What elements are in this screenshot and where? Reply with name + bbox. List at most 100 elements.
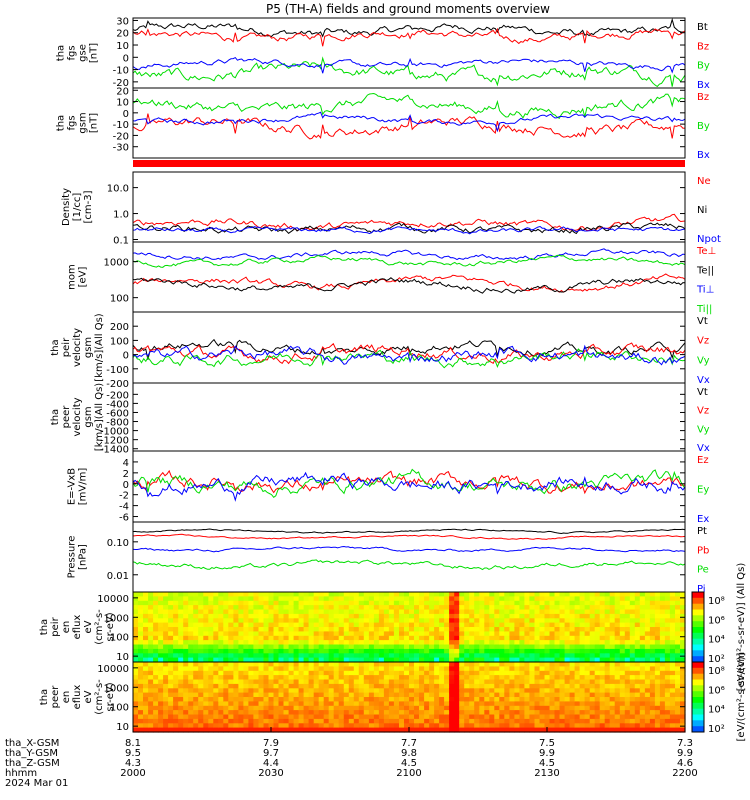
y-axis-label: gsm	[78, 112, 89, 133]
heatmap-cell	[133, 644, 139, 650]
heatmap-cell	[494, 670, 500, 676]
heatmap-cell	[429, 662, 435, 667]
heatmap-cell	[439, 635, 445, 641]
heatmap-cell	[368, 618, 375, 624]
heatmap-cell	[619, 618, 626, 624]
heatmap-cell	[378, 648, 385, 654]
heatmap-cell	[404, 688, 410, 694]
heatmap-cell	[464, 631, 470, 637]
series-Vz	[132, 342, 686, 365]
heatmap-cell	[514, 727, 520, 733]
heatmap-cell	[333, 727, 340, 733]
heatmap-cell	[333, 688, 340, 694]
heatmap-cell	[499, 592, 505, 597]
heatmap-cell	[574, 592, 581, 597]
heatmap-cell	[348, 692, 355, 698]
heatmap-cell	[544, 697, 551, 702]
heatmap-cell	[589, 592, 596, 597]
heatmap-cell	[589, 605, 596, 611]
heatmap-cell	[509, 627, 515, 632]
heatmap-cell	[153, 618, 159, 624]
heatmap-cell	[318, 657, 325, 663]
heatmap-cell	[328, 635, 335, 641]
heatmap-cell	[524, 613, 530, 619]
heatmap-cell	[163, 727, 169, 733]
heatmap-cell	[373, 692, 380, 698]
heatmap-cell	[133, 631, 139, 637]
heatmap-cell	[634, 653, 641, 659]
heatmap-cell	[589, 679, 596, 685]
heatmap-cell	[253, 718, 259, 724]
heatmap-cell	[474, 592, 480, 597]
heatmap-cell	[659, 675, 666, 681]
heatmap-cell	[148, 644, 154, 650]
heatmap-cell	[459, 613, 465, 619]
series-Te⊥	[132, 273, 686, 293]
heatmap-cell	[514, 622, 520, 628]
heatmap-cell	[614, 670, 621, 676]
heatmap-cell	[143, 635, 149, 641]
heatmap-cell	[133, 657, 139, 663]
heatmap-cell	[168, 609, 174, 615]
y-tick-label: 0	[123, 53, 129, 64]
heatmap-cell	[323, 653, 330, 659]
heatmap-cell	[333, 631, 340, 637]
heatmap-cell	[388, 727, 395, 733]
heatmap-cell	[539, 714, 546, 720]
heatmap-cell	[564, 705, 571, 711]
heatmap-cell	[559, 635, 566, 641]
heatmap-cell	[343, 622, 350, 628]
heatmap-cell	[424, 627, 430, 632]
heatmap-cell	[474, 705, 480, 711]
heatmap-cell	[148, 622, 154, 628]
heatmap-cell	[208, 622, 214, 628]
heatmap-cell	[133, 710, 139, 716]
heatmap-cell	[178, 644, 184, 650]
y-axis-label: en	[61, 621, 72, 634]
heatmap-cell	[338, 640, 345, 646]
heatmap-cell	[624, 635, 631, 641]
heatmap-cell	[614, 653, 621, 659]
heatmap-cell	[278, 622, 285, 628]
heatmap-cell	[629, 653, 636, 659]
heatmap-cell	[168, 613, 174, 619]
heatmap-cell	[519, 727, 525, 733]
heatmap-cell	[348, 618, 355, 624]
x-row-value: 4.4	[263, 758, 279, 769]
heatmap-cell	[414, 666, 420, 672]
heatmap-cell	[624, 622, 631, 628]
heatmap-cell	[574, 662, 581, 667]
heatmap-cell	[675, 662, 681, 667]
heatmap-cell	[449, 670, 455, 676]
heatmap-cell	[228, 688, 234, 694]
heatmap-cell	[373, 710, 380, 716]
heatmap-cell	[564, 627, 571, 632]
heatmap-cell	[519, 640, 525, 646]
heatmap-cell	[288, 670, 295, 676]
heatmap-cell	[559, 701, 566, 707]
heatmap-cell	[680, 631, 686, 637]
heatmap-cell	[499, 679, 505, 685]
heatmap-cell	[293, 723, 300, 729]
heatmap-cell	[273, 675, 280, 681]
heatmap-cell	[609, 710, 616, 716]
heatmap-cell	[353, 635, 360, 641]
y-axis-label: peer	[61, 405, 72, 429]
heatmap-cell	[288, 701, 295, 707]
heatmap-cell	[599, 657, 606, 663]
heatmap-cell	[669, 648, 676, 654]
heatmap-cell	[604, 688, 611, 694]
heatmap-cell	[163, 605, 169, 611]
heatmap-cell	[278, 666, 285, 672]
heatmap-cell	[669, 635, 676, 641]
heatmap-cell	[424, 613, 430, 619]
heatmap-cell	[283, 714, 290, 720]
heatmap-cell	[604, 714, 611, 720]
heatmap-cell	[459, 618, 465, 624]
heatmap-cell	[253, 596, 259, 602]
heatmap-cell	[258, 631, 265, 637]
heatmap-cell	[268, 648, 275, 654]
colorbar-step	[692, 638, 704, 645]
heatmap-cell	[373, 714, 380, 720]
heatmap-cell	[383, 631, 390, 637]
